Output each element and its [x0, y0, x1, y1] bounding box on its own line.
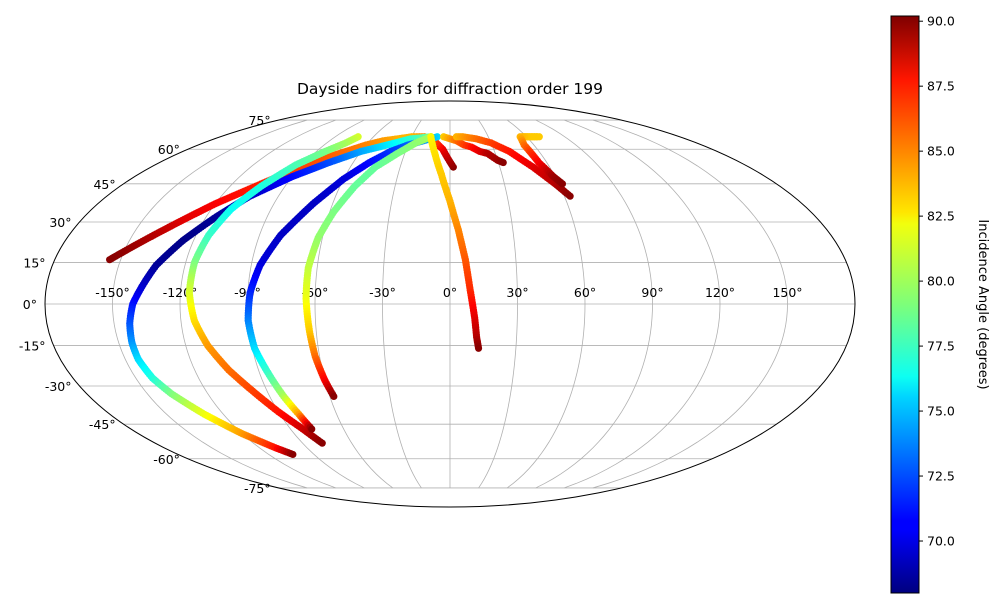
latitude-tick-label: 75°: [248, 113, 270, 128]
latitude-tick-label: 15°: [23, 255, 45, 270]
colorbar-tick-label: 72.5: [927, 469, 955, 484]
colorbar-tick-label: 75.0: [927, 404, 955, 419]
longitude-tick-labels: -150°-120°-90°-60°-30°0°30°60°90°120°150…: [95, 285, 802, 300]
nadir-point: [499, 158, 507, 167]
longitude-tick-label: 0°: [443, 285, 457, 300]
latitude-tick-label: -60°: [153, 452, 180, 467]
colorbar-tick-label: 90.0: [927, 14, 955, 29]
latitude-tick-label: -30°: [45, 379, 72, 394]
colorbar-tick-label: 87.5: [927, 79, 955, 94]
longitude-tick-label: 120°: [705, 285, 735, 300]
longitude-tick-label: 90°: [641, 285, 663, 300]
longitude-tick-label: 30°: [506, 285, 528, 300]
colorbar-tick-label: 70.0: [927, 534, 955, 549]
colorbar-label: Incidence Angle (degrees): [975, 219, 990, 389]
longitude-tick-label: 60°: [574, 285, 596, 300]
colorbar-tick-label: 82.5: [927, 209, 955, 224]
latitude-tick-label: -75°: [244, 481, 271, 496]
chart-title: Dayside nadirs for diffraction order 199: [297, 80, 603, 98]
latitude-tick-label: -45°: [89, 417, 116, 432]
nadir-point: [106, 256, 114, 264]
latitude-tick-label: -15°: [19, 339, 46, 354]
nadir-point: [474, 344, 483, 352]
nadir-point: [566, 192, 574, 200]
nadir-point: [330, 392, 338, 401]
colorbar-tick-label: 80.0: [927, 274, 955, 289]
nadir-points: [106, 133, 574, 459]
colorbar-tick-label: 85.0: [927, 144, 955, 159]
map-frame: [44, 100, 856, 508]
longitude-tick-label: -30°: [369, 285, 396, 300]
nadir-point: [318, 439, 326, 447]
colorbar-tick-label: 77.5: [927, 339, 955, 354]
longitude-tick-label: -150°: [95, 285, 130, 300]
latitude-tick-label: 0°: [23, 297, 37, 312]
colorbar: 70.0 72.5 75.0 77.5 80.0 82.5 85.0 87.5 90.0 Inc…: [890, 14, 990, 594]
graticule: [45, 119, 855, 489]
latitude-tick-labels: -75° -60° -45° -30° -15° 0° 15° 30° 45° 60° 75°: [19, 113, 271, 496]
latitude-tick-label: 45°: [93, 177, 115, 192]
latitude-tick-label: 30°: [49, 215, 71, 230]
nadir-point: [289, 450, 297, 459]
nadir-point: [308, 425, 316, 433]
colorbar-ticks: 70.0 72.5 75.0 77.5 80.0 82.5 85.0 87.5 90.0: [919, 14, 955, 549]
latitude-tick-label: 60°: [158, 142, 180, 157]
longitude-tick-label: 150°: [772, 285, 802, 300]
colorbar-gradient: [890, 15, 920, 594]
nadir-point: [558, 180, 567, 188]
